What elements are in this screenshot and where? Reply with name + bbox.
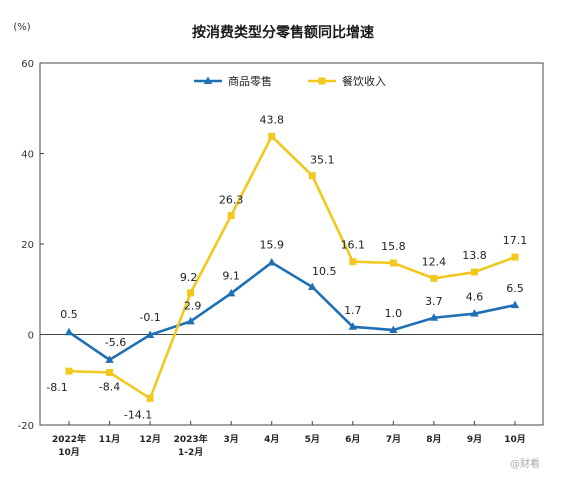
x-tick-label: 7月 xyxy=(386,434,401,445)
data-point xyxy=(511,253,519,261)
data-label: 26.3 xyxy=(219,193,244,206)
data-label: 35.1 xyxy=(310,154,335,167)
y-axis-ticks: -20 0 20 40 60 xyxy=(18,59,44,432)
data-point xyxy=(308,282,317,290)
data-label: 6.5 xyxy=(506,282,524,295)
data-point xyxy=(186,316,195,325)
data-point xyxy=(349,258,357,266)
data-label: 1.0 xyxy=(385,307,403,320)
data-label: 13.8 xyxy=(462,249,487,262)
data-label: 15.8 xyxy=(381,240,406,253)
data-point xyxy=(470,268,478,276)
legend-marker xyxy=(318,77,326,85)
data-label: 16.1 xyxy=(341,239,366,252)
x-tick-label: 8月 xyxy=(426,434,441,445)
data-point xyxy=(389,325,398,333)
y-tick-label: 40 xyxy=(21,150,34,161)
data-point xyxy=(267,258,276,266)
data-point xyxy=(146,394,154,402)
x-tick-label: 3月 xyxy=(224,434,239,445)
data-label: 43.8 xyxy=(259,113,284,126)
watermark: @财看 xyxy=(510,457,540,470)
x-tick-label: 9月 xyxy=(467,434,482,445)
x-tick-label: 5月 xyxy=(305,434,320,445)
x-tick-label: 6月 xyxy=(345,434,360,445)
data-point xyxy=(429,313,439,321)
legend-label: 餐饮收入 xyxy=(342,74,386,88)
data-label: 3.7 xyxy=(425,295,443,308)
data-label: -8.1 xyxy=(46,381,67,394)
series-line-catering xyxy=(68,134,516,401)
data-point xyxy=(348,322,358,330)
data-label: -14.1 xyxy=(124,408,152,421)
data-label: 12.4 xyxy=(422,255,447,268)
series-line-goods-retail xyxy=(68,260,516,362)
data-label: -8.4 xyxy=(99,381,120,394)
x-tick-label: 1-2月 xyxy=(178,447,203,458)
data-point xyxy=(430,274,438,282)
x-tick-label: 4月 xyxy=(264,434,279,445)
data-point xyxy=(470,309,479,317)
data-point xyxy=(64,327,74,336)
data-label: 9.1 xyxy=(222,269,240,282)
plot-frame xyxy=(39,62,544,426)
data-point xyxy=(106,369,114,377)
data-label: 17.1 xyxy=(503,234,528,247)
y-unit-label: (%) xyxy=(13,22,30,33)
data-point xyxy=(226,288,236,297)
data-label: 9.2 xyxy=(180,271,198,284)
x-tick-label: 10月 xyxy=(58,447,80,458)
data-label: 4.6 xyxy=(466,291,484,304)
data-label: 1.7 xyxy=(344,304,362,317)
data-point xyxy=(145,330,155,338)
data-point xyxy=(187,289,195,297)
x-tick-label: 12月 xyxy=(139,434,161,445)
data-label: -5.6 xyxy=(105,336,126,349)
legend: 商品零售 餐饮收入 xyxy=(194,74,386,88)
legend-marker xyxy=(203,76,213,84)
data-point xyxy=(389,259,397,267)
x-axis-ticks: 2022年 10月 11月 12月 2023年 1-2月 3月 4月 5月 6月 7月 8月 9月 10月 xyxy=(52,421,526,458)
y-tick-label: 20 xyxy=(21,240,34,251)
x-tick-label: 11月 xyxy=(99,434,121,445)
y-tick-label: -20 xyxy=(18,421,34,432)
data-point xyxy=(105,355,114,363)
data-label: 15.9 xyxy=(259,239,284,252)
y-tick-label: 0 xyxy=(28,331,34,342)
series-layer xyxy=(64,132,520,402)
chart-title: 按消费类型分零售额同比增速 xyxy=(192,24,374,41)
data-labels-layer: 0.5 -5.6 -0.1 2.9 9.1 15.9 10.5 1.7 1.0 3.7 4.6 6.5… xyxy=(46,113,527,421)
data-point xyxy=(308,172,316,180)
x-tick-label: 2023年 xyxy=(174,433,208,445)
data-point xyxy=(227,211,235,219)
legend-label: 商品零售 xyxy=(228,74,272,88)
data-label: 0.5 xyxy=(60,308,78,321)
x-tick-label: 2022年 xyxy=(52,433,86,445)
data-point xyxy=(65,367,73,375)
y-tick-label: 60 xyxy=(21,59,34,70)
data-point xyxy=(510,300,520,309)
data-label: 10.5 xyxy=(312,265,337,278)
data-label: 2.9 xyxy=(184,299,202,312)
x-tick-label: 10月 xyxy=(504,434,526,445)
data-label: -0.1 xyxy=(139,311,160,324)
data-point xyxy=(268,132,276,140)
